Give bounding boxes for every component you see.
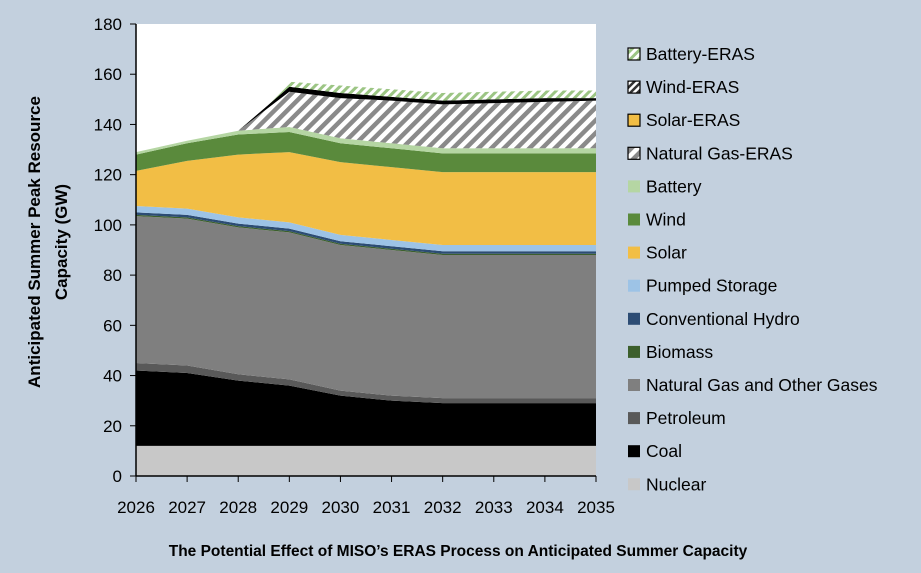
legend-swatch <box>628 478 640 491</box>
legend-swatch <box>628 246 640 259</box>
legend-item-wind-eras: Wind-ERAS <box>627 77 739 97</box>
legend-label: Natural Gas and Other Gases <box>646 375 878 395</box>
legend-item-battery-eras: Battery-ERAS <box>627 44 755 64</box>
legend-item-biomass: Biomass <box>628 342 713 362</box>
legend-item-wind: Wind <box>628 210 686 230</box>
legend-swatch <box>628 379 640 391</box>
legend-label: Nuclear <box>646 474 706 494</box>
area-battery <box>136 126 596 155</box>
x-tick-label: 2032 <box>424 498 462 517</box>
legend-item-pumped-storage: Pumped Storage <box>628 276 777 296</box>
y-tick-label: 120 <box>94 166 122 185</box>
area-coal <box>136 370 596 446</box>
y-tick-label: 80 <box>103 266 122 285</box>
legend-label: Natural Gas-ERAS <box>646 143 793 163</box>
legend-swatch <box>628 412 640 425</box>
x-tick-label: 2033 <box>475 498 513 517</box>
x-tick-label: 2028 <box>219 498 257 517</box>
x-tick-label: 2030 <box>322 498 360 517</box>
legend-swatch <box>628 279 640 292</box>
legend-label: Conventional Hydro <box>646 309 800 329</box>
legend-item-battery: Battery <box>628 176 702 196</box>
y-tick-label: 100 <box>94 216 122 235</box>
y-tick-label: 140 <box>94 115 122 134</box>
area-petroleum <box>136 363 596 404</box>
legend-swatch <box>627 146 641 160</box>
area-solar <box>136 152 596 245</box>
x-tick-label: 2026 <box>117 498 155 517</box>
x-tick-label: 2035 <box>577 498 615 517</box>
legend-swatch <box>628 180 640 193</box>
area-wind-eras <box>136 86 596 153</box>
area-battery-eras <box>136 81 596 153</box>
legend-item-conventional-hydro: Conventional Hydro <box>628 309 800 329</box>
legend-swatch <box>628 445 640 458</box>
legend-label: Coal <box>646 441 682 461</box>
chart-title: The Potential Effect of MISO’s ERAS Proc… <box>169 543 748 560</box>
legend-label: Petroleum <box>646 408 726 428</box>
legend-item-natural-gas-eras: Natural Gas-ERAS <box>627 143 793 163</box>
legend-swatch <box>627 47 641 61</box>
legend-label: Wind-ERAS <box>646 77 739 97</box>
y-tick-label: 20 <box>103 417 122 436</box>
y-tick-label: 0 <box>113 467 122 486</box>
area-nuclear <box>136 445 596 476</box>
area-biomass <box>136 214 596 256</box>
x-tick-label: 2031 <box>373 498 411 517</box>
y-tick-labels: 0 20 40 60 80 100 120 140 160 180 <box>94 15 122 486</box>
legend-label: Battery <box>646 176 702 196</box>
area-series-group <box>136 81 596 476</box>
area-natural-gas-and-other-gases <box>136 216 596 399</box>
x-tick-label: 2027 <box>168 498 206 517</box>
y-tick-label: 40 <box>103 367 122 386</box>
legend-item-petroleum: Petroleum <box>628 408 726 428</box>
legend-item-natural-gas-and-other-gases: Natural Gas and Other Gases <box>628 375 878 395</box>
legend-swatch <box>627 113 641 127</box>
legend-item-nuclear: Nuclear <box>628 474 706 494</box>
y-axis-label-line-1: Anticipated Summer Peak Resource <box>25 96 44 388</box>
y-tick-label: 160 <box>94 65 122 84</box>
legend-swatch <box>627 80 641 94</box>
y-axis-label-line-2: Capacity (GW) <box>52 184 71 300</box>
legend-label: Pumped Storage <box>646 276 777 296</box>
legend: Battery-ERAS Wind-ERAS Solar-ERAS Natural G… <box>627 44 878 494</box>
x-tick-label: 2034 <box>526 498 564 517</box>
legend-label: Wind <box>646 210 686 230</box>
y-tick-label: 180 <box>94 15 122 34</box>
legend-item-solar: Solar <box>628 243 687 263</box>
legend-label: Solar-ERAS <box>646 110 740 130</box>
x-tick-labels: 2026 2027 2028 2029 2030 2031 2032 2033 2034 2035 <box>117 498 615 517</box>
legend-label: Solar <box>646 243 687 263</box>
legend-swatch <box>628 345 640 358</box>
area-conventional-hydro <box>136 212 596 254</box>
area-wind <box>136 131 596 173</box>
x-tick-label: 2029 <box>270 498 308 517</box>
area-pumped-storage <box>136 206 596 252</box>
legend-label: Biomass <box>646 342 713 362</box>
legend-swatch <box>628 312 640 325</box>
legend-item-solar-eras: Solar-ERAS <box>627 110 740 130</box>
legend-label: Battery-ERAS <box>646 44 755 64</box>
y-tick-label: 60 <box>103 316 122 335</box>
legend-item-coal: Coal <box>628 441 682 461</box>
area-natural-gas-eras <box>136 91 596 153</box>
axes-group <box>130 23 597 482</box>
legend-swatch <box>628 213 640 226</box>
